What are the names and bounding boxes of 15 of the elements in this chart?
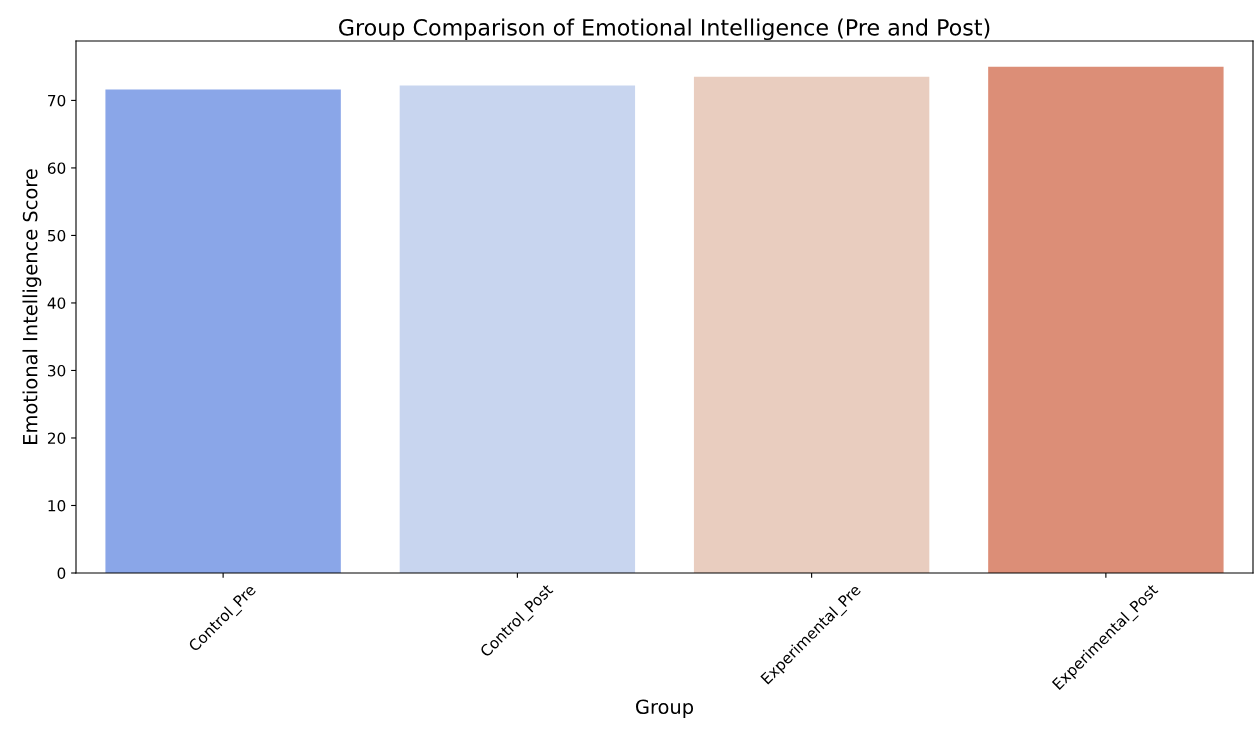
y-tick-label: 30 xyxy=(48,364,66,377)
y-tick-label: 10 xyxy=(48,499,66,512)
y-tick-label: 20 xyxy=(47,432,66,444)
y-tick-label: 50 xyxy=(48,229,66,242)
y-tick-label: 40 xyxy=(47,297,66,309)
bar xyxy=(399,85,636,573)
chart-title: Group Comparison of Emotional Intelligence (Pre and Post) xyxy=(339,18,990,41)
y-axis-title: Emotional Intelligence Score xyxy=(22,169,42,444)
y-tick-label: 0 xyxy=(57,567,66,580)
bar xyxy=(105,89,341,573)
bar xyxy=(693,76,930,573)
x-axis-title: Group xyxy=(636,699,694,718)
y-tick-label: 60 xyxy=(47,162,66,174)
bar xyxy=(988,66,1224,573)
y-tick-label: 70 xyxy=(48,94,66,107)
